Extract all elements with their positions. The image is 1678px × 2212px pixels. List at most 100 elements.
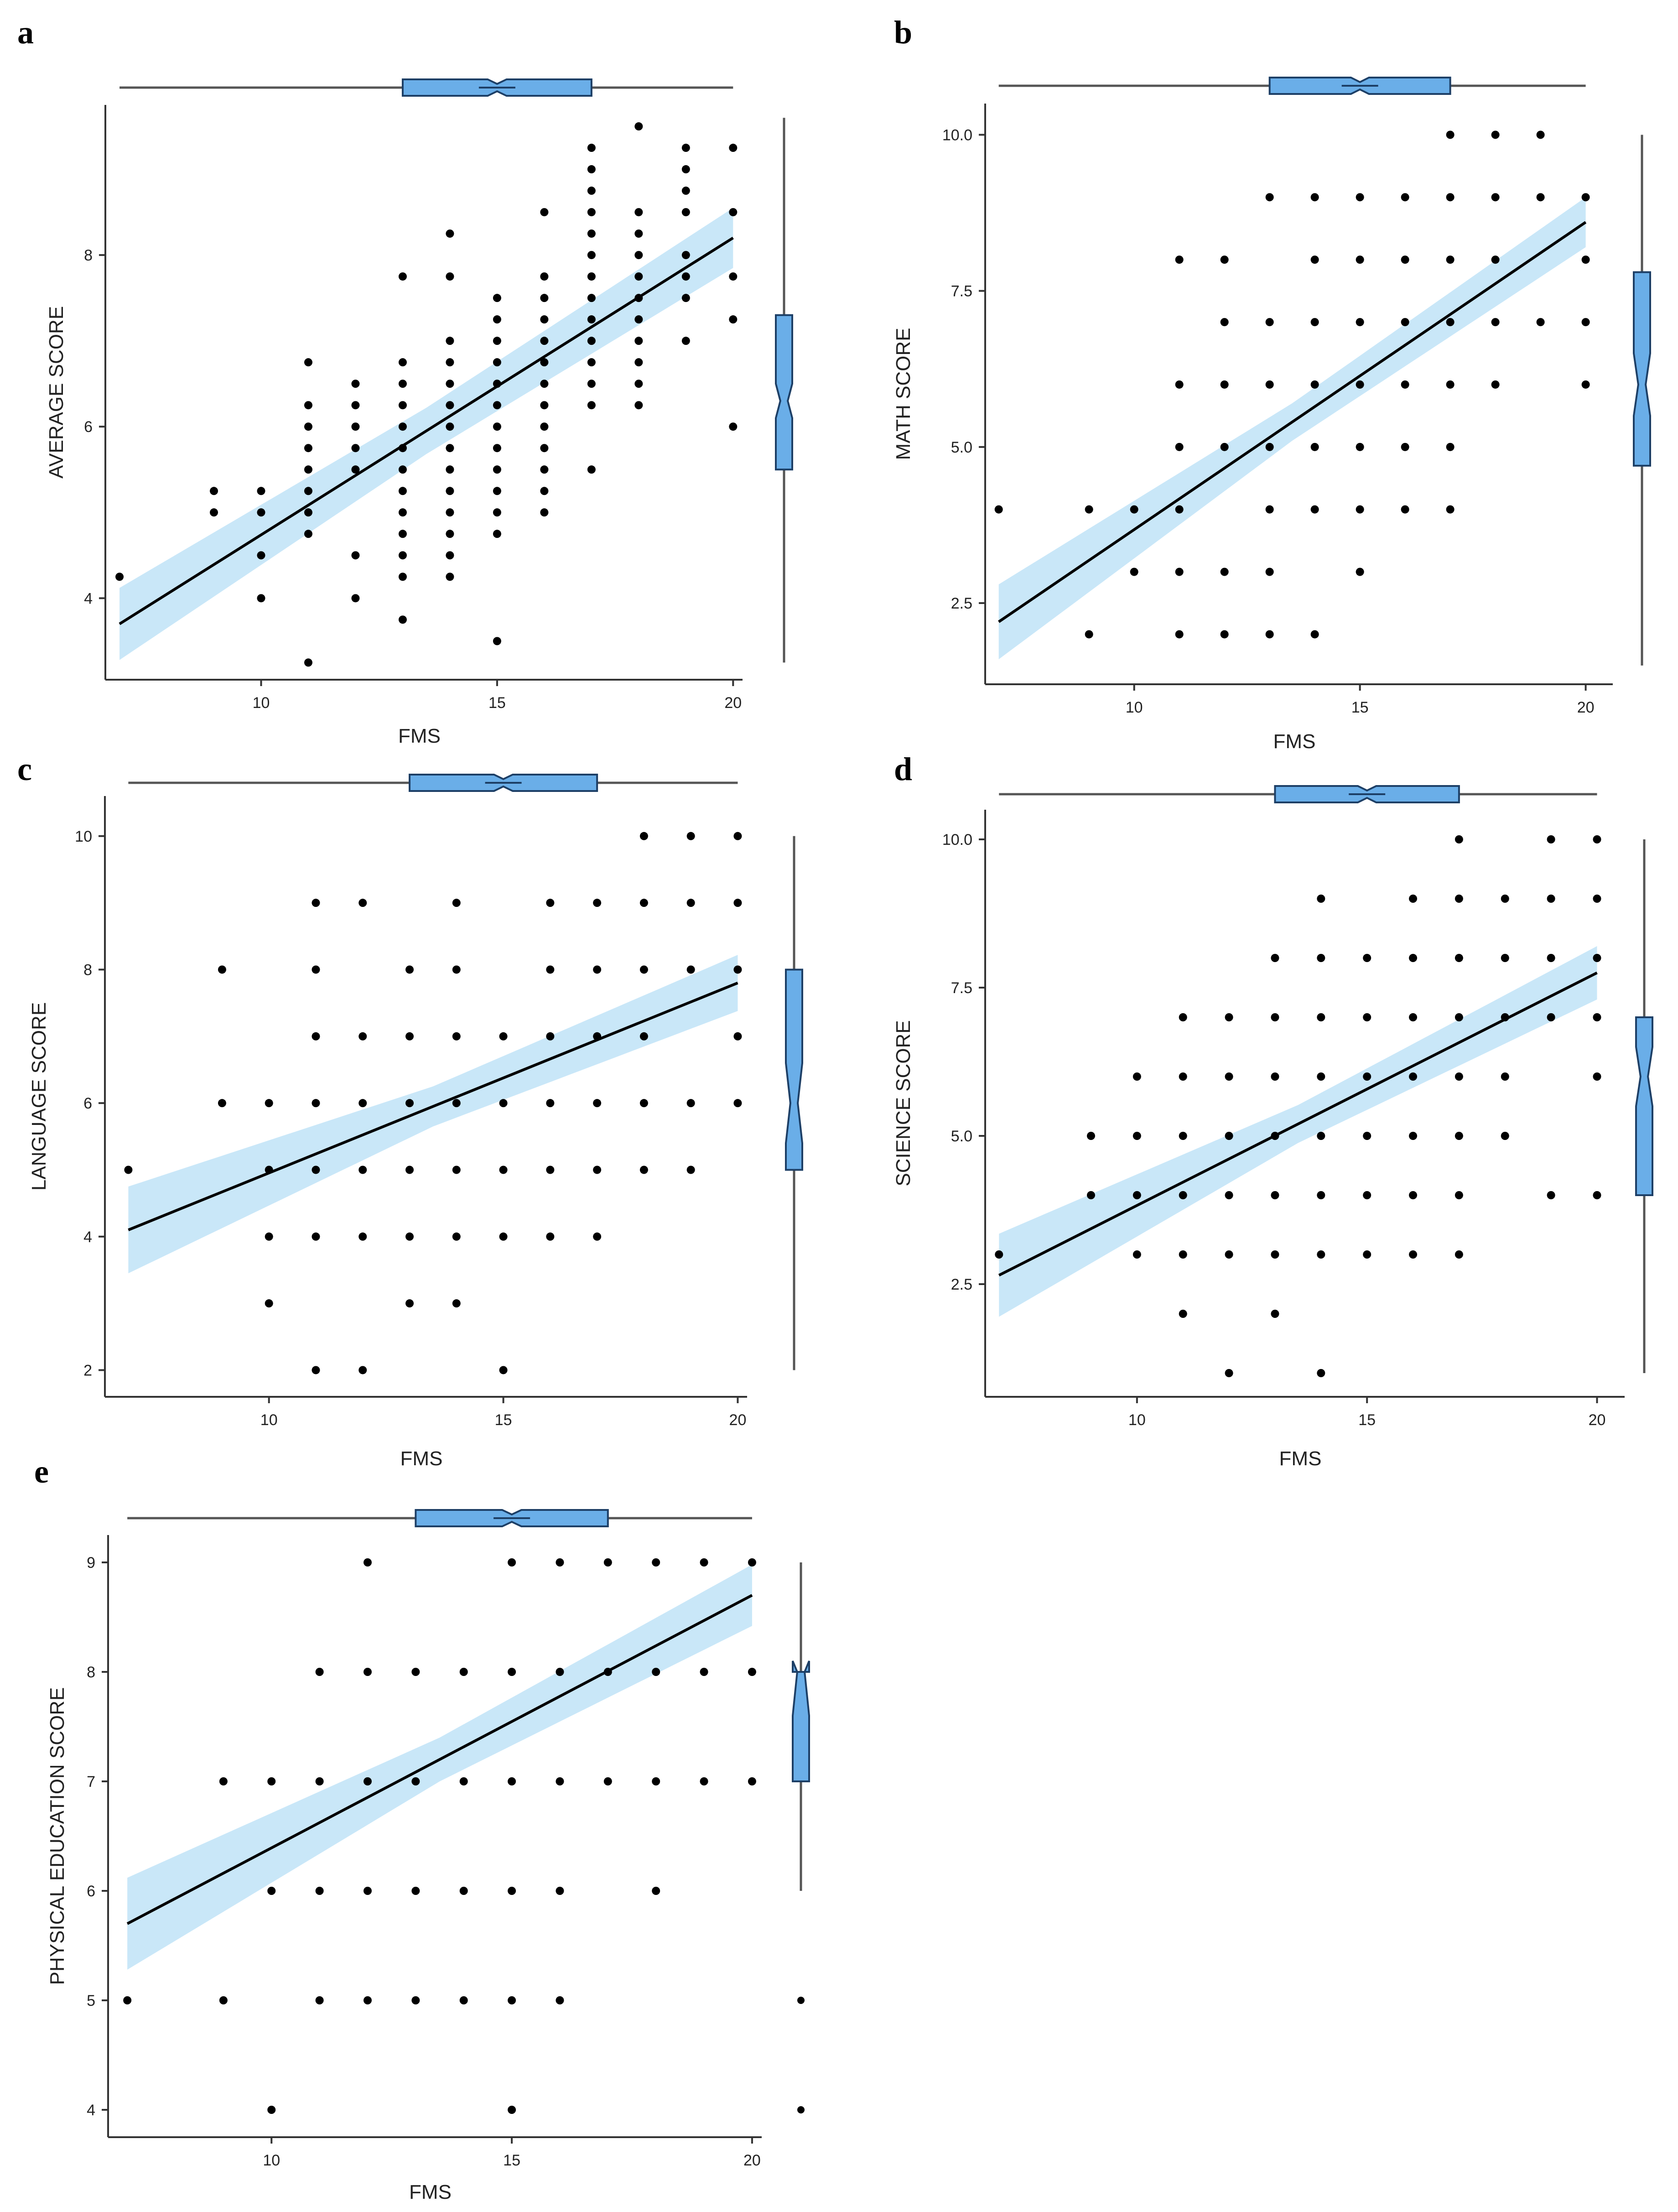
x-axis-title: FMS: [1279, 1447, 1322, 1470]
data-point: [556, 1887, 564, 1895]
data-point: [1317, 1132, 1325, 1140]
y-tick-label: 8: [87, 1664, 95, 1681]
data-point: [1409, 895, 1418, 903]
data-point: [405, 1166, 414, 1174]
data-point: [312, 1032, 320, 1041]
data-point: [358, 1232, 367, 1241]
data-point: [499, 1232, 508, 1241]
data-point: [1581, 380, 1590, 389]
data-point: [1220, 380, 1229, 389]
data-point: [1310, 255, 1319, 264]
data-point: [267, 1777, 276, 1785]
data-point: [398, 487, 407, 495]
y-tick-label: 8: [84, 247, 93, 264]
data-point: [446, 444, 454, 453]
data-point: [729, 208, 738, 217]
data-point: [1446, 380, 1455, 389]
data-point: [1225, 1013, 1233, 1021]
data-point: [315, 1996, 324, 2004]
data-point: [1317, 1250, 1325, 1259]
data-point: [452, 1032, 461, 1041]
data-point: [351, 444, 360, 453]
data-point: [556, 1558, 564, 1567]
confidence-band: [999, 946, 1597, 1317]
data-point: [446, 508, 454, 517]
data-point: [1085, 505, 1093, 514]
data-point: [1310, 442, 1319, 451]
panel-letter: c: [17, 751, 32, 787]
data-point: [405, 965, 414, 974]
data-point: [1455, 1072, 1463, 1081]
y-tick-label: 5: [87, 1992, 95, 2009]
data-point: [652, 1558, 660, 1567]
data-point: [1593, 954, 1601, 962]
data-point: [1179, 1072, 1187, 1081]
data-point: [265, 1299, 273, 1308]
data-point: [1409, 1013, 1418, 1021]
data-point: [493, 337, 501, 345]
data-point: [540, 444, 549, 453]
data-point: [508, 2106, 516, 2114]
data-point: [219, 1996, 228, 2004]
panel-e: e 10 15 20 4 5 6 7 8 9 FMS PHYSICAL EDUCATION SCORE: [34, 1453, 810, 2203]
data-point: [634, 272, 643, 281]
data-point: [686, 1166, 695, 1174]
data-point: [634, 380, 643, 388]
data-point: [257, 594, 265, 603]
data-point: [452, 1099, 461, 1108]
data-point: [1265, 505, 1274, 514]
data-point: [1547, 895, 1555, 903]
data-point: [312, 1366, 320, 1374]
data-point: [1225, 1369, 1233, 1377]
y-tick-label: 7.5: [951, 283, 972, 300]
data-point: [358, 1099, 367, 1108]
x-tick-label: 20: [1577, 699, 1595, 716]
data-point: [634, 122, 643, 131]
data-point: [398, 422, 407, 431]
data-point: [1225, 1191, 1233, 1199]
regression-line: [128, 981, 738, 1231]
y-tick-label: 8: [83, 961, 92, 978]
data-point: [304, 444, 312, 453]
data-point: [1446, 318, 1455, 327]
data-point: [1536, 130, 1545, 139]
data-point: [540, 337, 549, 345]
x-tick-label: 20: [729, 1411, 747, 1429]
data-point: [493, 401, 501, 410]
data-point: [398, 272, 407, 281]
data-point: [587, 294, 596, 302]
data-point: [1401, 380, 1409, 389]
y-axis-title: LANGUAGE SCORE: [28, 1002, 50, 1191]
data-point: [1581, 255, 1590, 264]
data-point: [1175, 442, 1184, 451]
x-axis-title: FMS: [398, 725, 441, 747]
data-point: [546, 1232, 555, 1241]
data-point: [639, 832, 648, 840]
data-point: [639, 1166, 648, 1174]
x-tick-label: 20: [743, 2152, 761, 2169]
data-point: [446, 272, 454, 281]
data-point: [634, 251, 643, 260]
data-point: [1271, 954, 1279, 962]
data-point: [452, 1232, 461, 1241]
data-point: [1455, 835, 1463, 843]
x-tick-label: 15: [503, 2152, 520, 2169]
data-point: [748, 1558, 756, 1567]
y-tick-label: 10: [75, 828, 92, 845]
data-point: [1220, 318, 1229, 327]
x-tick-label: 15: [1358, 1411, 1376, 1429]
data-point: [499, 1366, 508, 1374]
y-marginal-boxplot-body: [775, 314, 793, 471]
data-point: [652, 1668, 660, 1676]
data-point: [1536, 318, 1545, 327]
data-point: [218, 1099, 226, 1108]
data-point: [304, 422, 312, 431]
data-point: [1409, 1250, 1418, 1259]
data-point: [459, 1668, 468, 1676]
data-point: [1130, 505, 1138, 514]
y-marginal-boxplot-body: [1633, 271, 1651, 467]
regression-line: [998, 221, 1587, 623]
data-point: [446, 573, 454, 581]
data-point: [1133, 1250, 1141, 1259]
data-point: [1085, 630, 1093, 639]
